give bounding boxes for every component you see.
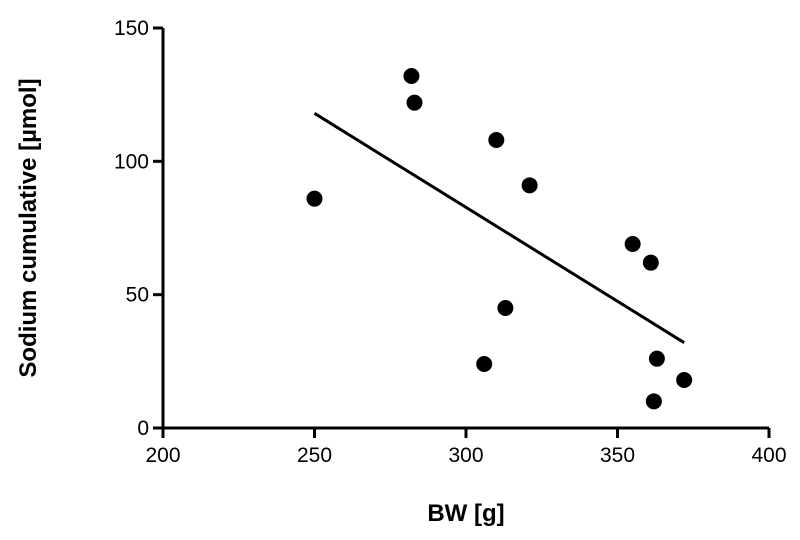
- x-tick-label-300: 300: [448, 444, 483, 467]
- x-axis-label: BW [g]: [427, 500, 504, 527]
- x-tick-label-200: 200: [145, 444, 180, 467]
- data-point-4: [476, 356, 493, 372]
- ticks: [153, 26, 771, 438]
- y-axis-label: Sodium cumulative [µmol]: [15, 78, 42, 377]
- y-tick-label-0: 0: [137, 417, 149, 440]
- data-point-9: [642, 254, 659, 271]
- x-tick-label-250: 250: [297, 444, 332, 467]
- data-point-10: [645, 393, 662, 410]
- data-point-7: [521, 177, 538, 194]
- x-tick-label-350: 350: [600, 444, 635, 467]
- data-point-8: [624, 236, 641, 252]
- data-point-1: [306, 190, 323, 207]
- data-points: [306, 68, 693, 410]
- y-tick-label-50: 50: [126, 284, 149, 307]
- trendline-group: [313, 112, 685, 344]
- data-point-11: [648, 350, 665, 367]
- data-point-6: [497, 300, 514, 316]
- tick-labels: 200 250 300 350 400 0 50 100 150: [114, 17, 787, 467]
- x-tick-label-400: 400: [751, 444, 786, 467]
- data-point-3: [406, 94, 423, 111]
- axes: [161, 28, 769, 430]
- y-tick-label-100: 100: [114, 150, 149, 173]
- data-point-2: [403, 68, 420, 84]
- regression-line: [313, 112, 685, 344]
- y-tick-label-150: 150: [114, 17, 149, 40]
- data-point-12: [676, 372, 693, 388]
- data-point-5: [488, 132, 505, 148]
